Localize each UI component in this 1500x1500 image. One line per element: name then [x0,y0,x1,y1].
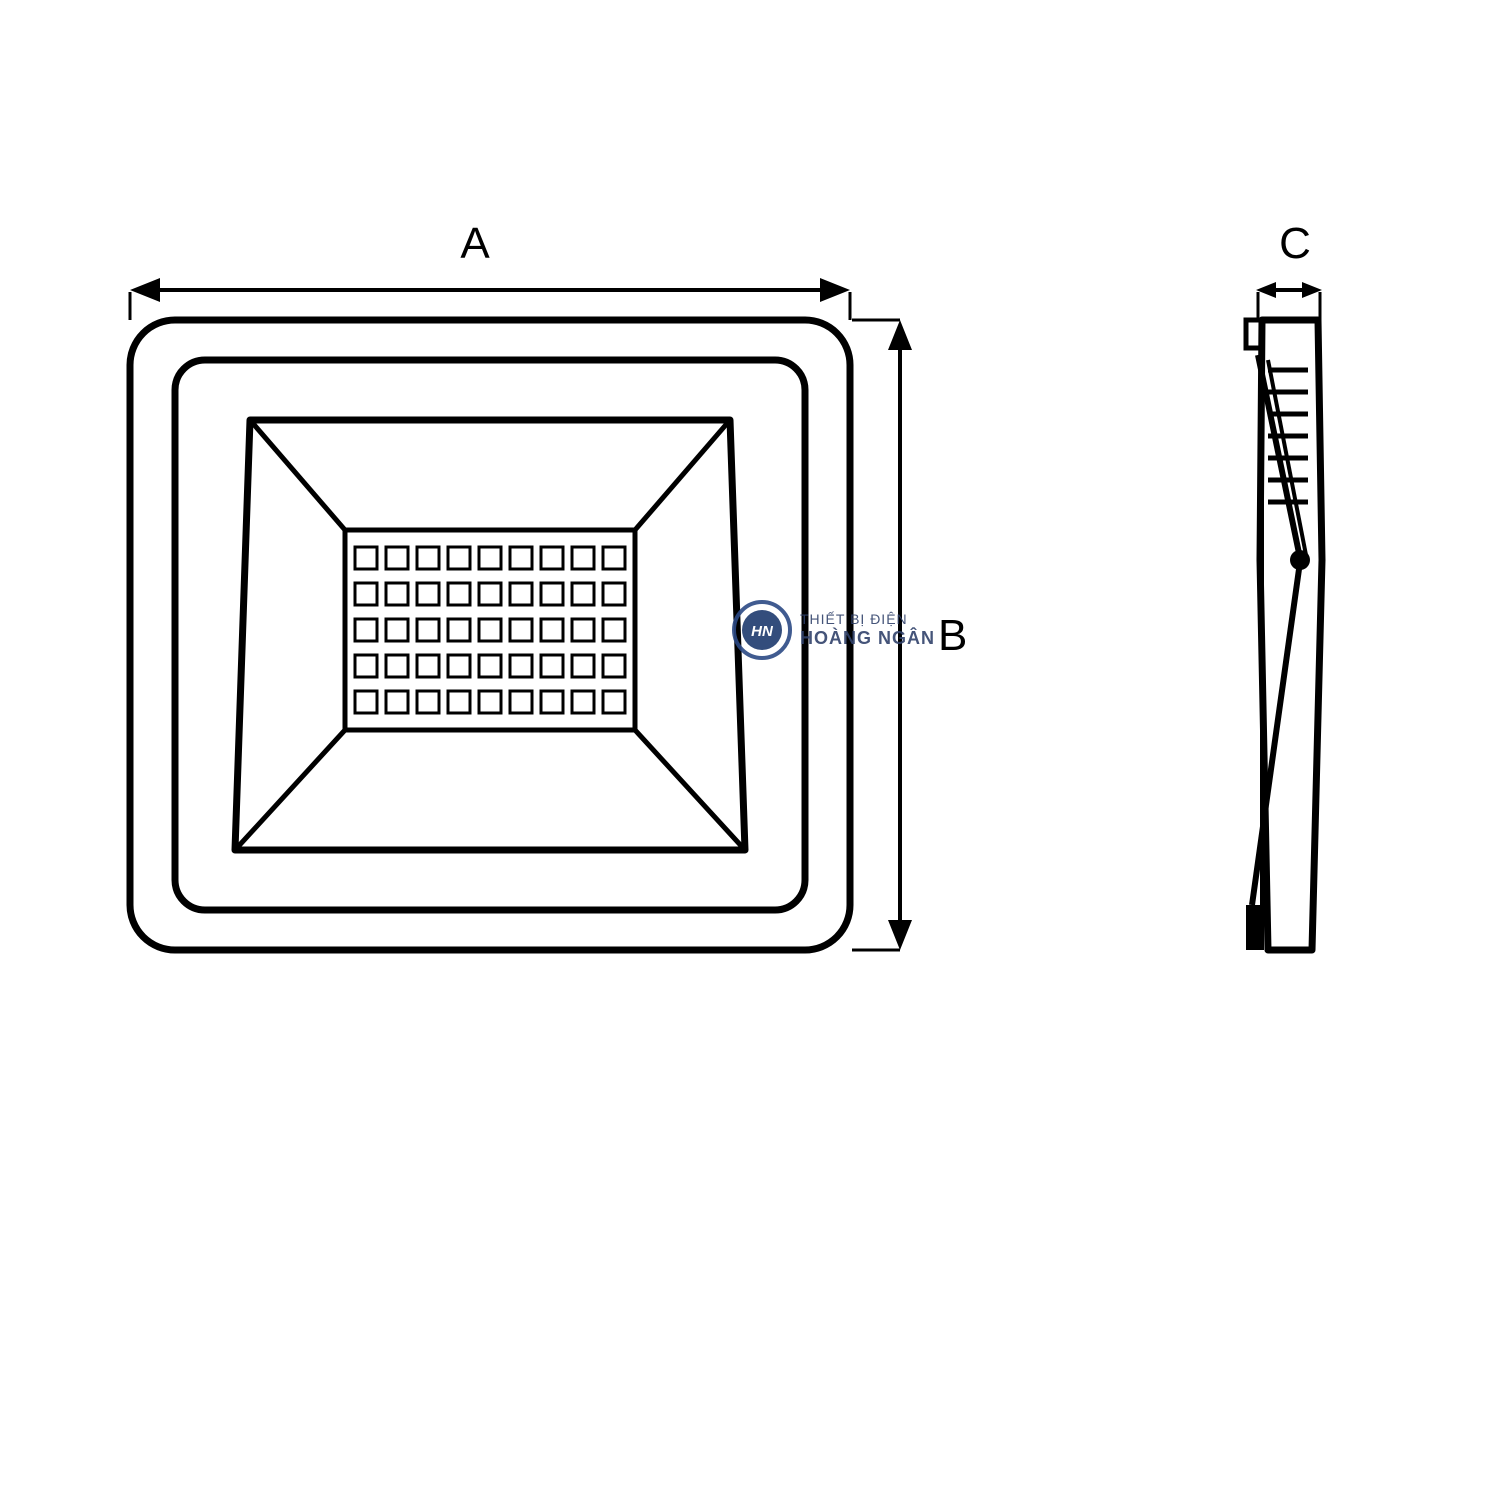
dimension-b-label: B [938,611,967,660]
led-cell [386,655,408,677]
led-cell [572,583,594,605]
led-cell [479,655,501,677]
led-cell [417,655,439,677]
led-cell [386,691,408,713]
led-cell [541,691,563,713]
led-cell [541,655,563,677]
led-cell [510,691,532,713]
led-cell [510,619,532,641]
led-cell [355,691,377,713]
led-cell [603,619,625,641]
led-cell [572,691,594,713]
led-cell [386,583,408,605]
led-cell [417,583,439,605]
led-cell [572,547,594,569]
led-cell [510,583,532,605]
led-cell [603,691,625,713]
watermark: HN THIẾT BỊ ĐIỆN HOÀNG NGÂN [734,602,935,658]
led-cell [417,691,439,713]
led-cell [417,547,439,569]
led-cell [417,619,439,641]
led-cell [386,619,408,641]
led-cell [572,619,594,641]
led-cell [448,655,470,677]
led-cell [572,655,594,677]
led-cell [448,691,470,713]
led-cell [541,619,563,641]
front-outer-body [130,320,850,950]
dimension-a-label: A [460,219,490,268]
led-cell [355,583,377,605]
side-view [1246,320,1322,950]
front-reflector [235,420,745,850]
led-cell [479,583,501,605]
led-cell [386,547,408,569]
front-view [130,320,850,950]
led-cell [541,583,563,605]
led-cell [479,691,501,713]
led-cell [603,583,625,605]
led-cell [448,547,470,569]
led-cell [510,655,532,677]
led-cell [448,619,470,641]
led-cell [541,547,563,569]
led-cell [448,583,470,605]
led-cell [355,619,377,641]
watermark-line2: HOÀNG NGÂN [800,627,935,648]
led-cell [355,655,377,677]
led-cell [479,547,501,569]
watermark-logo-text: HN [751,623,774,640]
led-cell [603,547,625,569]
led-cell [355,547,377,569]
front-led-panel [345,530,635,730]
led-cell [479,619,501,641]
side-hinge [1290,550,1310,570]
dimension-diagram: A B C HN THIẾT BỊ ĐIỆN HOÀNG NGÂN [0,0,1500,1500]
dimension-c: C [1256,219,1322,320]
led-cell [603,655,625,677]
dimension-a: A [130,219,850,320]
dimension-c-label: C [1279,219,1311,268]
front-led-grid [355,547,625,713]
led-cell [510,547,532,569]
watermark-line1: THIẾT BỊ ĐIỆN [800,611,908,627]
